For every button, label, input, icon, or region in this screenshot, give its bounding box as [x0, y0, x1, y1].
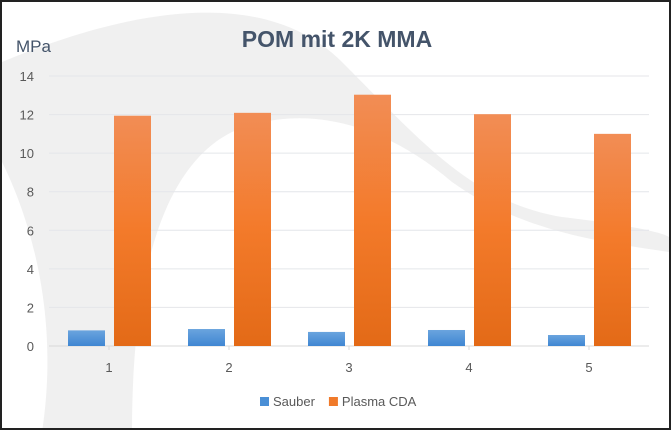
y-tick-label: 10: [20, 146, 34, 161]
bar-sauber-3: [308, 331, 345, 346]
y-tick-label: 0: [27, 339, 34, 354]
y-tick-label: 6: [27, 223, 34, 238]
bar-sauber-4: [428, 329, 465, 346]
bar-plasma-cda-1: [114, 115, 151, 346]
legend-label: Sauber: [273, 394, 316, 409]
legend-swatch: [260, 397, 269, 406]
bar-plasma-cda-4: [474, 114, 511, 346]
x-tick-label: 3: [345, 360, 352, 375]
y-tick-label: 12: [20, 108, 34, 123]
chart-title: POM mit 2K MMA: [242, 26, 432, 52]
bar-sauber-2: [188, 329, 225, 346]
x-tick-label: 1: [105, 360, 112, 375]
bar-sauber-5: [548, 335, 585, 346]
bar-plasma-cda-3: [354, 94, 391, 346]
x-tick-label: 2: [225, 360, 232, 375]
bar-plasma-cda-2: [234, 112, 271, 346]
bar-plasma-cda-5: [594, 133, 631, 346]
x-tick-label: 4: [465, 360, 472, 375]
y-tick-label: 14: [20, 69, 34, 84]
y-tick-label: 8: [27, 185, 34, 200]
legend-label: Plasma CDA: [342, 394, 417, 409]
legend-swatch: [328, 397, 338, 406]
x-tick-label: 5: [585, 360, 592, 375]
y-tick-label: 2: [27, 300, 34, 315]
bar-sauber-1: [68, 330, 105, 346]
background-swoosh: [2, 12, 669, 428]
y-tick-label: 4: [27, 262, 34, 277]
y-axis-label: MPa: [16, 37, 52, 56]
